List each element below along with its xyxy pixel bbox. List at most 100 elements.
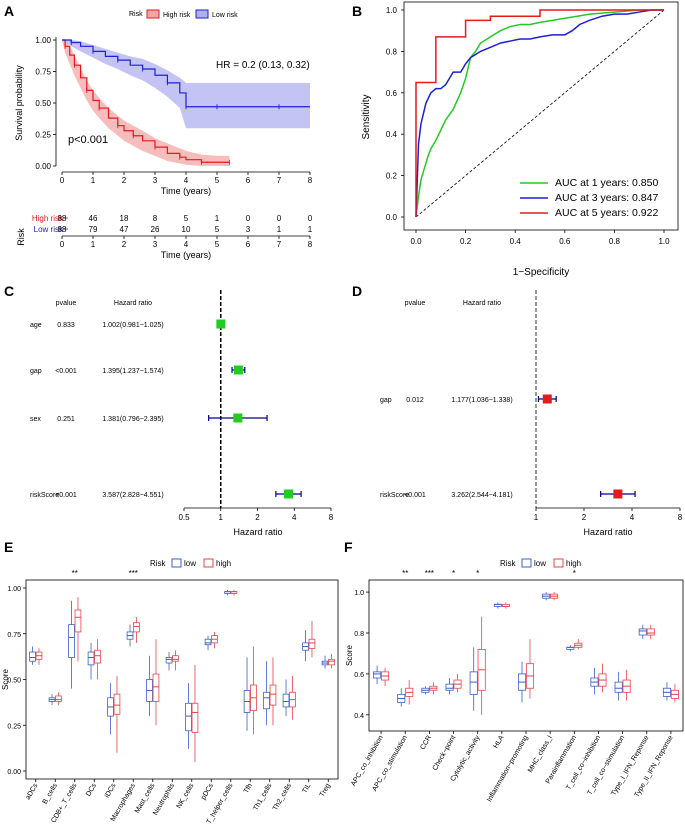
row-pvalue: <0.001 <box>404 492 426 499</box>
x-category-label: Th1_cells <box>252 782 273 812</box>
panel-letter-c: C <box>4 283 14 299</box>
box-low <box>373 671 382 679</box>
box-low <box>185 702 192 732</box>
box-high <box>133 622 140 633</box>
panel-c-univariate-forest: pvalue Hazard ratio age 0.833 1.002(0.981−1.… <box>30 290 334 537</box>
box-low <box>614 681 623 693</box>
x-tick-label: 0.0 <box>410 237 422 246</box>
x-tick-label: 0.6 <box>559 237 571 246</box>
risk-x-tick-label: 8 <box>308 240 313 249</box>
y-tick-label: 0.00 <box>35 162 51 171</box>
y-tick-label: 0.75 <box>7 632 21 639</box>
panel-d-multivariate-forest: pvalue Hazard ratio gap 0.012 1.177(1.036−1.… <box>380 290 683 537</box>
risk-count: 3 <box>246 225 251 234</box>
x-category-label: iDCs <box>104 782 118 799</box>
row-hr-text: 1.177(1.036−1.338) <box>451 397 512 404</box>
x-axis-label: 1−Specificity <box>513 267 569 278</box>
ci-band-low <box>62 40 310 129</box>
risk-count: 0 <box>308 214 313 223</box>
legend-title: Risk <box>129 11 143 18</box>
legend-label-high: high <box>216 559 231 568</box>
x-category-label: MHC_class_I <box>527 734 554 774</box>
risk-x-tick-label: 3 <box>153 240 158 249</box>
risk-count: 79 <box>89 225 98 234</box>
row-pvalue: 0.012 <box>406 397 424 404</box>
panel-e-immune-cells-boxplot: Risk low high 0.00 0.25 0.50 0.75 1.00 Score aDCs… <box>1 558 339 825</box>
y-tick-label: 0.6 <box>354 672 364 679</box>
hr-point <box>233 413 243 423</box>
hr-point <box>216 319 226 329</box>
box-low <box>469 671 478 695</box>
x-category-label: DCs <box>85 782 98 798</box>
x-tick-label: 7 <box>277 176 282 185</box>
box-low <box>204 638 212 646</box>
legend-swatch-low <box>171 558 182 568</box>
y-axis-label: Sensitivity <box>361 94 372 139</box>
box-high <box>191 702 199 733</box>
y-tick-label: 0.75 <box>35 68 51 77</box>
row-hr-text: 1.395(1.237−1.574) <box>102 368 163 375</box>
y-tick-label: 0.8 <box>386 47 398 56</box>
x-tick-label: 0 <box>60 176 65 185</box>
x-category-label: Check−point <box>432 734 458 771</box>
box-high <box>328 658 335 666</box>
legend-label-3: AUC at 5 years: 0.922 <box>555 207 658 219</box>
box-low <box>87 651 95 666</box>
risk-row-label: High risk <box>32 214 64 223</box>
risk-x-axis-label: Time (years) <box>161 250 211 260</box>
risk-table-title: Risk <box>16 228 26 246</box>
hr-point <box>613 489 623 499</box>
y-tick-label: 1.0 <box>354 590 364 597</box>
box-high <box>94 649 101 664</box>
y-tick-label: 0.25 <box>35 131 51 140</box>
box-low <box>68 624 75 658</box>
hazard-ratio-annotation: HR = 0.2 (0.13, 0.32) <box>216 60 310 71</box>
risk-x-tick-label: 2 <box>122 240 127 249</box>
row-label: riskScore <box>380 492 409 499</box>
row-label: sex <box>30 416 41 423</box>
x-tick-label: 4 <box>292 513 297 522</box>
risk-count: 8 <box>153 214 158 223</box>
legend-swatch-high <box>146 9 160 19</box>
box-low <box>263 691 270 710</box>
row-hr-text: 3.587(2.828−4.551) <box>102 492 163 499</box>
x-axis-label: Hazard ratio <box>583 527 632 537</box>
panel-letter-d: D <box>352 283 362 299</box>
x-category-label: Th2_cells <box>272 782 293 812</box>
risk-count: 88 <box>58 214 67 223</box>
x-category-label: Neutrophils <box>152 782 176 817</box>
box-high <box>172 655 179 662</box>
roc-curve-1 <box>415 9 664 218</box>
legend-swatch-high <box>553 558 564 568</box>
box-low <box>29 651 36 662</box>
legend-label-low: low <box>184 559 196 568</box>
x-tick-label: 1.0 <box>658 237 670 246</box>
x-tick-label: 4 <box>184 176 189 185</box>
header-hazard-ratio: Hazard ratio <box>463 300 501 307</box>
legend-swatch-low <box>195 9 209 19</box>
panel-b-roc-chart: 0.0 0.2 0.4 0.6 0.8 1.0 0.0 0.2 0.4 0.6 0.8 1.0 1−Sp… <box>361 1 679 278</box>
x-tick-label: 3 <box>153 176 158 185</box>
y-tick-label: 0.4 <box>386 130 398 139</box>
row-pvalue: <0.001 <box>55 492 77 499</box>
x-tick-label: 8 <box>678 513 683 522</box>
y-tick-label: 0.00 <box>7 769 21 776</box>
hr-point <box>283 489 293 499</box>
x-tick-label: 0.2 <box>460 237 472 246</box>
row-label: age <box>30 322 42 329</box>
significance-mark: ** <box>72 569 78 578</box>
hr-point <box>542 394 552 404</box>
legend-label-2: AUC at 3 years: 0.847 <box>555 192 658 204</box>
box-high <box>113 693 121 715</box>
significance-mark: * <box>476 569 479 578</box>
x-category-label: TIL <box>301 782 312 794</box>
x-tick-label: 8 <box>329 513 334 522</box>
hr-point <box>233 365 243 375</box>
box-high <box>269 684 277 706</box>
x-tick-label: 2 <box>255 513 260 522</box>
x-category-label: pDCs <box>200 782 215 801</box>
y-axis-label: Score <box>345 645 354 666</box>
legend-label-low: Low risk <box>212 12 238 19</box>
risk-x-tick-label: 4 <box>184 240 189 249</box>
panel-letter-b: B <box>352 3 362 19</box>
